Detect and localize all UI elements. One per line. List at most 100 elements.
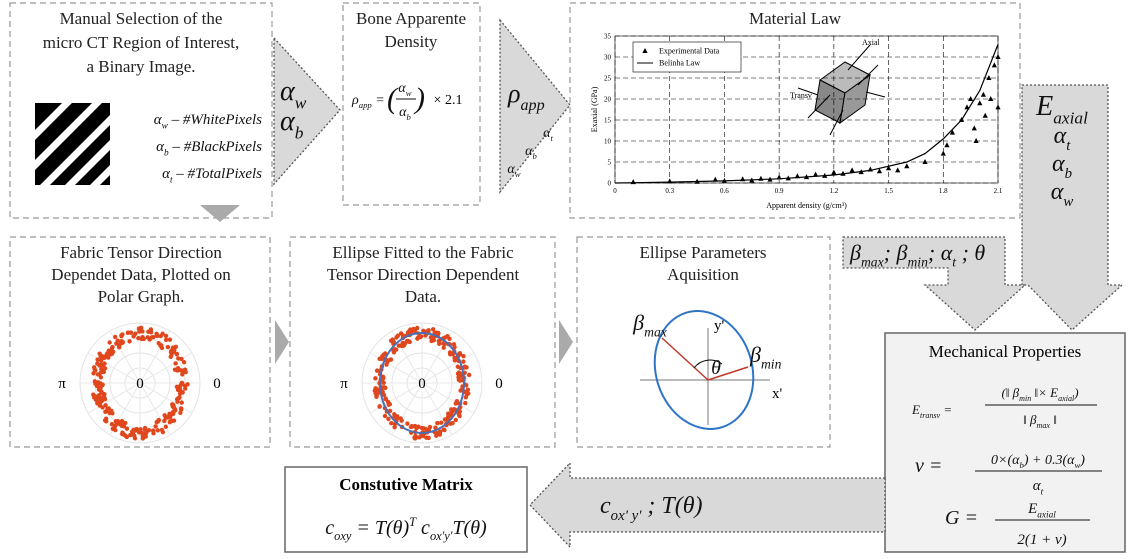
formula-part: = T(θ) bbox=[351, 517, 409, 539]
y-tick-label: 25 bbox=[604, 75, 612, 83]
polar-point bbox=[95, 361, 99, 365]
polar-point bbox=[452, 356, 456, 360]
polar-point bbox=[144, 431, 148, 435]
polar-point bbox=[160, 332, 164, 336]
formula-part: (‖ β bbox=[1001, 385, 1019, 400]
y-tick-label: 10 bbox=[604, 138, 612, 146]
polar-point bbox=[165, 415, 169, 419]
y-tick-label: 35 bbox=[604, 33, 612, 41]
label: 0 bbox=[495, 376, 503, 392]
legend-label: Belinha Law bbox=[659, 59, 700, 68]
polar-point bbox=[388, 402, 392, 406]
formula-part: α bbox=[280, 76, 296, 107]
polar-point bbox=[466, 391, 470, 395]
polar-point bbox=[175, 385, 179, 389]
polar-point bbox=[382, 352, 386, 356]
polar-point bbox=[99, 391, 103, 395]
arrow bbox=[530, 463, 885, 547]
polar-point bbox=[166, 345, 170, 349]
formula: 0×(αb) + 0.3(αw) bbox=[991, 453, 1085, 470]
polar-point bbox=[93, 394, 97, 398]
x-axis-label: Apparent density (g/cm³) bbox=[766, 201, 847, 210]
polar-point bbox=[420, 426, 424, 430]
formula-part: b bbox=[533, 151, 538, 161]
polar-point bbox=[434, 434, 438, 438]
polar-point bbox=[173, 361, 177, 365]
polar-point bbox=[176, 356, 180, 360]
polar-point bbox=[180, 381, 184, 385]
x-tick-label: 0.3 bbox=[665, 187, 674, 195]
formula-part: – #WhitePixels bbox=[168, 112, 262, 128]
formula-part: c bbox=[325, 517, 334, 539]
title-line: Fabric Tensor Direction bbox=[60, 243, 222, 262]
formula-part: α bbox=[280, 106, 296, 137]
polar-point bbox=[183, 386, 187, 390]
formula-part: w bbox=[295, 93, 307, 112]
formula-part: app bbox=[520, 97, 544, 114]
formula-part: – #BlackPixels bbox=[169, 139, 262, 155]
title-line: Aquisition bbox=[667, 265, 739, 284]
formula-part: ρ bbox=[507, 79, 520, 108]
polar-point bbox=[386, 417, 390, 421]
label: × 2.1 bbox=[434, 93, 463, 108]
label: Mechanical Properties bbox=[929, 342, 1081, 361]
title-line: Tensor Direction Dependent bbox=[327, 265, 520, 284]
formula-part: axial bbox=[1058, 394, 1075, 403]
polar-point bbox=[151, 431, 155, 435]
polar-point bbox=[375, 387, 379, 391]
formula-part: oxy bbox=[334, 529, 352, 543]
polar-point bbox=[180, 390, 184, 394]
formula-part: min bbox=[1019, 394, 1031, 403]
formula-part: c bbox=[416, 517, 430, 539]
title-line: Manual Selection of the bbox=[60, 9, 223, 28]
polar-point bbox=[108, 411, 112, 415]
polar-point bbox=[119, 339, 123, 343]
polar-point bbox=[392, 425, 396, 429]
formula-part: min bbox=[761, 357, 782, 372]
polar-point bbox=[457, 378, 461, 382]
x-tick-label: 1.5 bbox=[884, 187, 893, 195]
y-tick-label: 15 bbox=[604, 117, 612, 125]
material-law-box bbox=[570, 3, 1020, 218]
polar-point bbox=[131, 334, 135, 338]
formula-part: t bbox=[1041, 488, 1044, 498]
polar-point bbox=[461, 359, 465, 363]
polar-point bbox=[168, 419, 172, 423]
polar-point bbox=[415, 337, 419, 341]
polar-point bbox=[178, 411, 182, 415]
formula-part: E bbox=[1027, 501, 1037, 517]
polar-point bbox=[137, 326, 141, 330]
formula-part: ) bbox=[1079, 453, 1085, 468]
polar-point bbox=[103, 397, 107, 401]
formula-part: ; T(θ) bbox=[641, 493, 702, 519]
polar-point bbox=[158, 343, 162, 347]
x-tick-label: 1.8 bbox=[939, 187, 948, 195]
label: ) bbox=[413, 82, 425, 115]
polar-point bbox=[431, 336, 435, 340]
formula-part: = bbox=[940, 402, 952, 417]
formula-part: E bbox=[1035, 91, 1053, 122]
formula-part: – #TotalPixels bbox=[173, 166, 263, 182]
polar-point bbox=[413, 434, 417, 438]
polar-point bbox=[164, 338, 168, 342]
polar-point bbox=[373, 376, 377, 380]
formula-part: ‖× E bbox=[1031, 385, 1058, 400]
arrow-small bbox=[275, 320, 289, 364]
polar-point bbox=[120, 432, 124, 436]
polar-point bbox=[431, 327, 435, 331]
polar-point bbox=[395, 414, 399, 418]
polar-point bbox=[401, 344, 405, 348]
polar-point bbox=[102, 370, 106, 374]
polar-point bbox=[382, 385, 386, 389]
polar-point bbox=[125, 435, 129, 439]
polar-point bbox=[146, 335, 150, 339]
formula-part: α bbox=[1054, 123, 1067, 149]
formula-part: axial bbox=[1037, 511, 1056, 521]
polar-point bbox=[113, 335, 117, 339]
formula-part: ) bbox=[1073, 385, 1078, 400]
polar-point bbox=[99, 375, 103, 379]
formula-part: b bbox=[407, 112, 412, 122]
x-tick-label: 0 bbox=[613, 187, 617, 195]
polar-point bbox=[435, 421, 439, 425]
polar-point bbox=[184, 370, 188, 374]
